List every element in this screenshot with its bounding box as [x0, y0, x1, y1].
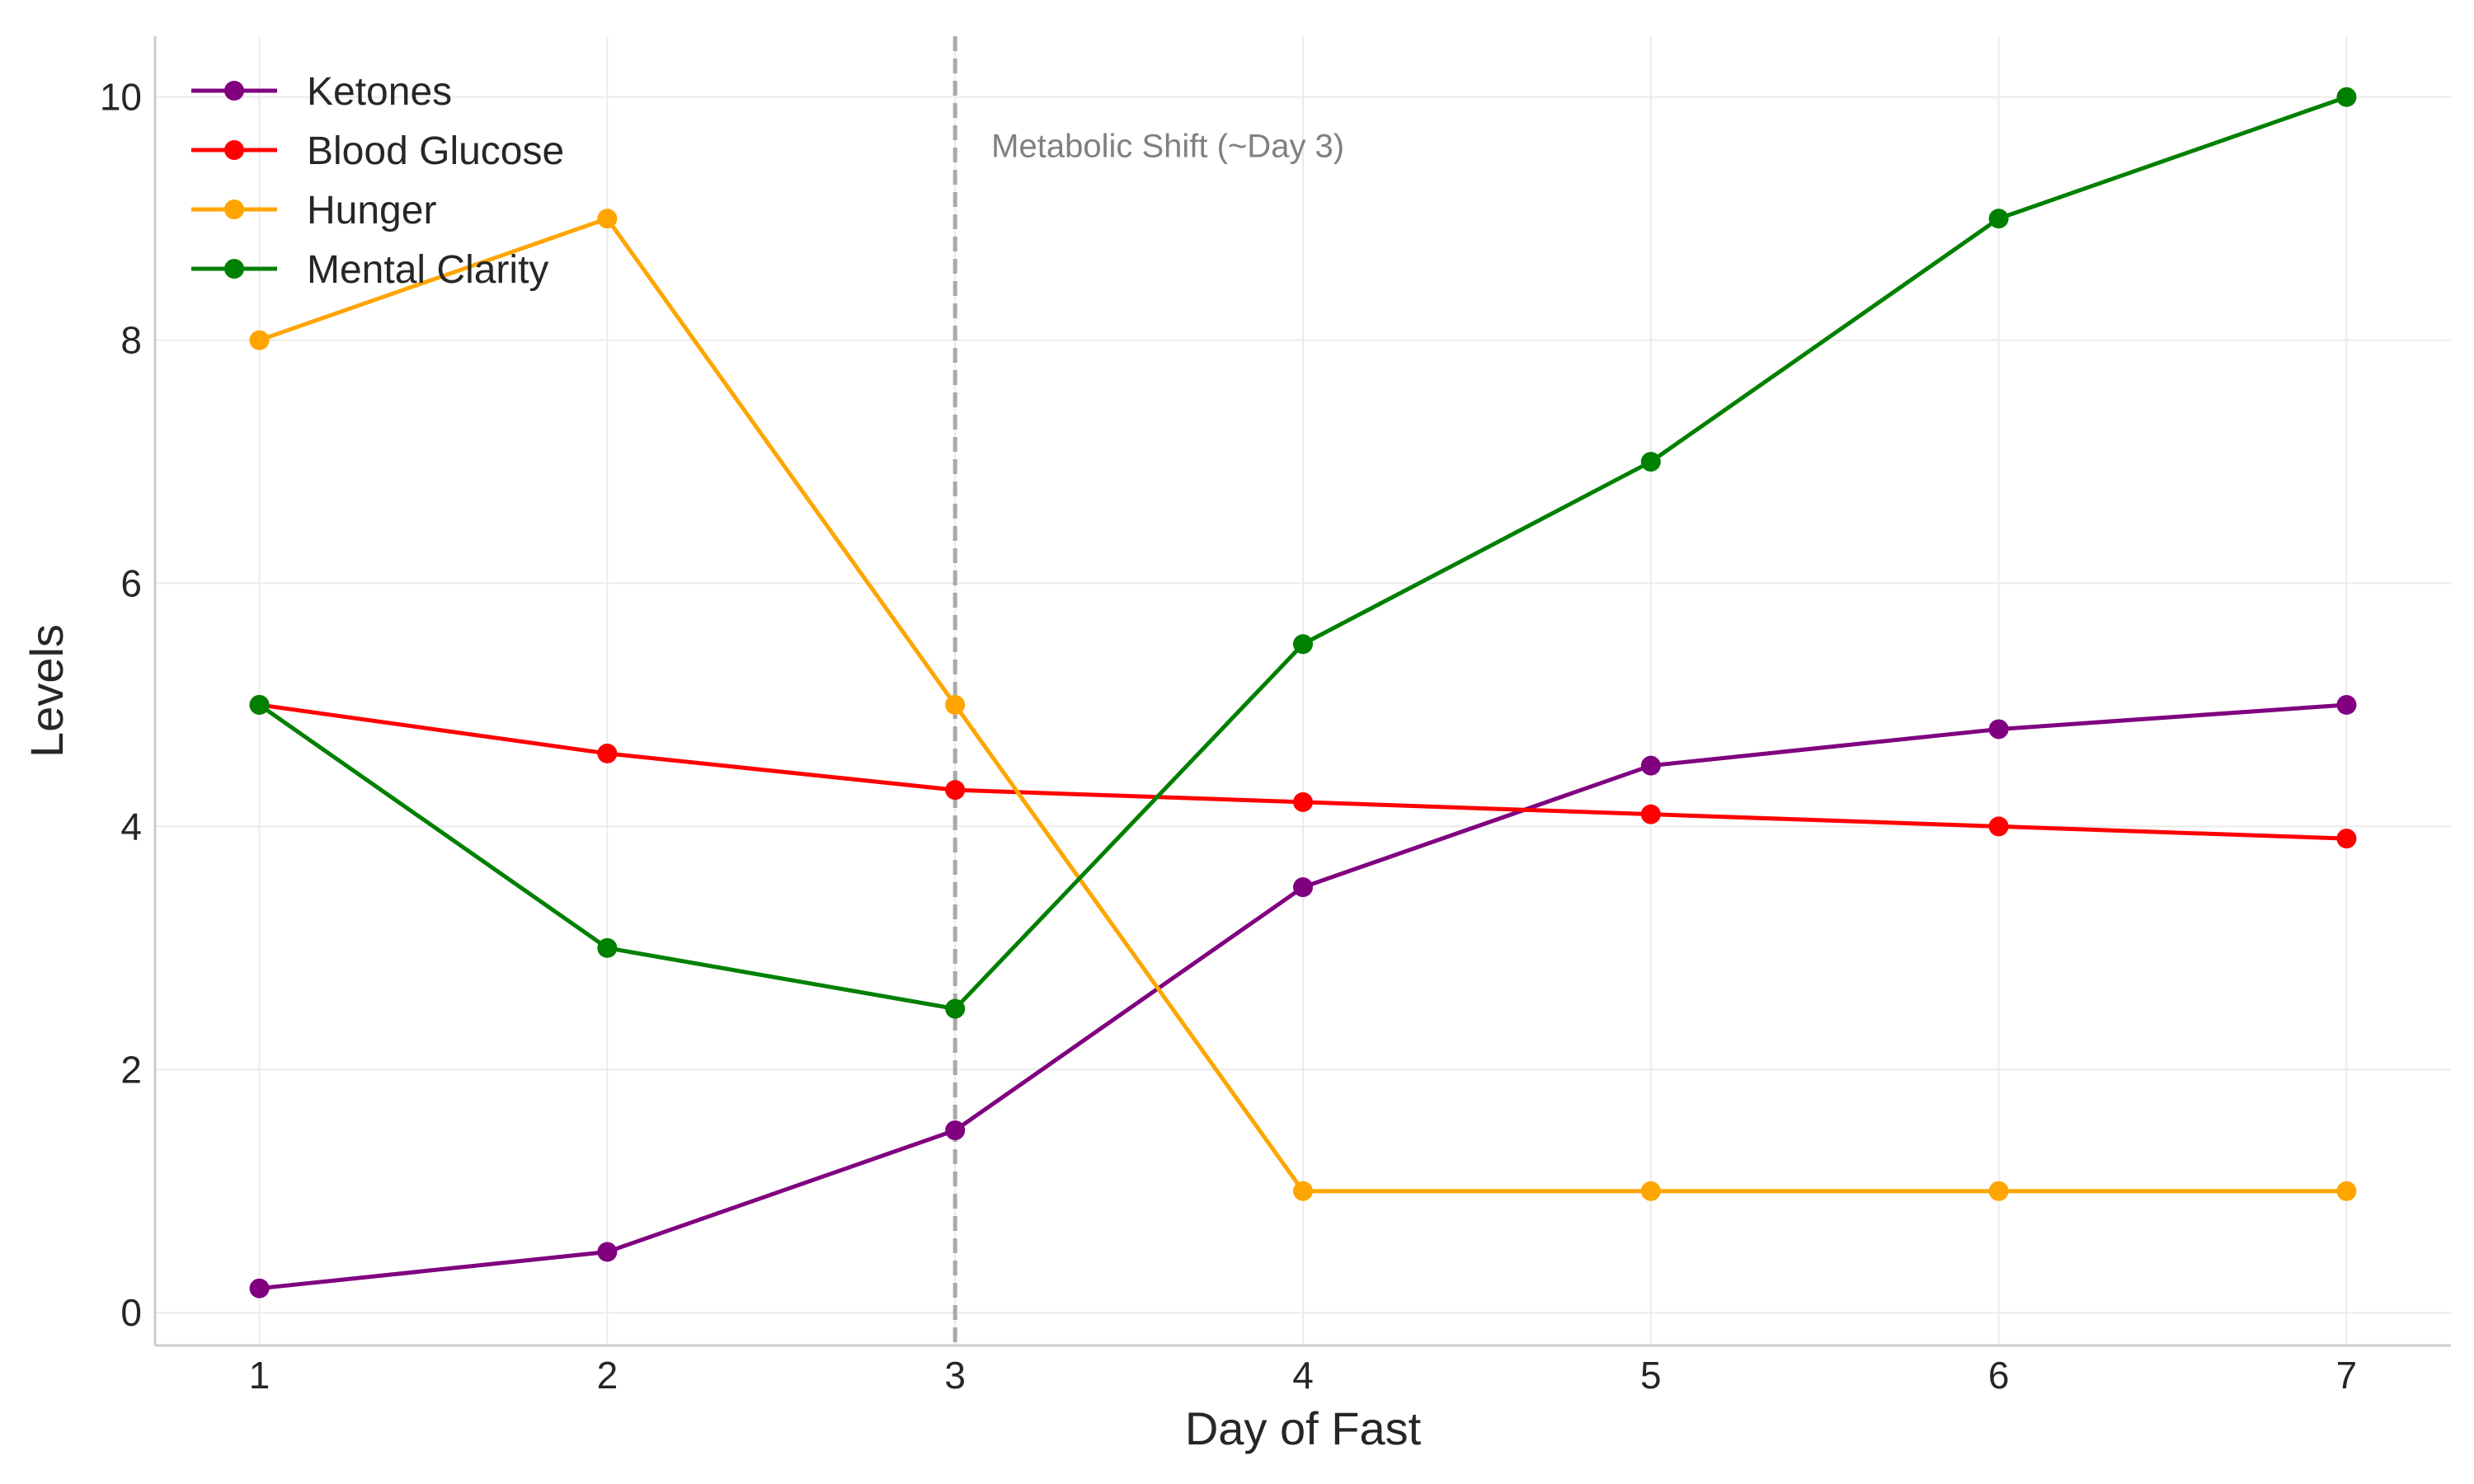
- data-point-mental-clarity: [1293, 634, 1313, 655]
- data-point-ketones: [945, 1120, 966, 1141]
- series-layer: [249, 87, 2357, 1298]
- y-tick-label: 8: [120, 319, 142, 362]
- data-point-hunger: [945, 694, 966, 715]
- series-hunger: [249, 209, 2357, 1201]
- series-mental-clarity: [249, 87, 2357, 1019]
- y-tick-label: 0: [120, 1291, 142, 1334]
- data-point-hunger: [1988, 1181, 2009, 1201]
- data-point-ketones: [597, 1242, 618, 1262]
- x-axis-label: Day of Fast: [1185, 1402, 1422, 1454]
- data-point-blood-glucose: [597, 743, 618, 763]
- data-point-blood-glucose: [1988, 816, 2009, 837]
- legend-label: Ketones: [307, 70, 452, 114]
- data-point-blood-glucose: [1640, 804, 1661, 824]
- axes: [153, 36, 2451, 1347]
- legend-swatch-marker: [224, 81, 244, 101]
- y-axis-label: Levels: [21, 624, 73, 758]
- x-tick-label: 2: [597, 1354, 618, 1397]
- y-tick-label: 2: [120, 1048, 142, 1091]
- data-point-blood-glucose: [1293, 791, 1313, 812]
- series-blood-glucose: [249, 694, 2357, 849]
- legend-swatch-marker: [224, 140, 244, 160]
- x-tick-label: 4: [1292, 1354, 1314, 1397]
- x-tick-label: 7: [2336, 1354, 2358, 1397]
- metabolic-shift-label: Metabolic Shift (~Day 3): [991, 129, 1344, 165]
- x-tick-label: 3: [944, 1354, 966, 1397]
- data-point-blood-glucose: [2336, 829, 2357, 849]
- legend-label: Hunger: [307, 189, 436, 232]
- data-point-hunger: [249, 330, 270, 350]
- data-point-mental-clarity: [2336, 87, 2357, 107]
- data-point-ketones: [249, 1278, 270, 1298]
- data-point-hunger: [597, 209, 618, 229]
- tick-labels: 1 2 3 4 5 6 7 0 2 4 6 8 10: [100, 76, 2357, 1397]
- x-tick-label: 5: [1640, 1354, 1662, 1397]
- data-point-hunger: [1293, 1181, 1313, 1201]
- x-tick-label: 1: [249, 1354, 270, 1397]
- legend-item-hunger: Hunger: [191, 189, 436, 232]
- y-tick-label: 6: [120, 562, 142, 605]
- data-point-mental-clarity: [1640, 452, 1661, 472]
- y-tick-label: 10: [100, 76, 142, 119]
- legend-item-mental-clarity: Mental Clarity: [191, 248, 548, 292]
- data-point-mental-clarity: [249, 694, 270, 715]
- data-point-ketones: [1640, 755, 1661, 776]
- data-point-ketones: [1293, 877, 1313, 898]
- data-point-mental-clarity: [1988, 209, 2009, 229]
- data-point-mental-clarity: [597, 937, 618, 958]
- data-point-blood-glucose: [945, 780, 966, 801]
- y-tick-label: 4: [120, 805, 142, 848]
- data-point-hunger: [2336, 1181, 2357, 1201]
- data-point-ketones: [2336, 694, 2357, 715]
- legend: Ketones Blood Glucose Hunger Mental Clarity: [191, 70, 564, 292]
- data-point-hunger: [1640, 1181, 1661, 1201]
- data-point-ketones: [1988, 719, 2009, 740]
- legend-swatch-marker: [224, 200, 244, 219]
- legend-label: Blood Glucose: [307, 129, 564, 173]
- legend-label: Mental Clarity: [307, 248, 548, 292]
- legend-item-ketones: Ketones: [191, 70, 452, 114]
- legend-swatch-marker: [224, 259, 244, 279]
- x-tick-label: 6: [1988, 1354, 2010, 1397]
- legend-item-blood-glucose: Blood Glucose: [191, 129, 564, 173]
- data-point-mental-clarity: [945, 998, 966, 1019]
- series-ketones: [249, 694, 2357, 1298]
